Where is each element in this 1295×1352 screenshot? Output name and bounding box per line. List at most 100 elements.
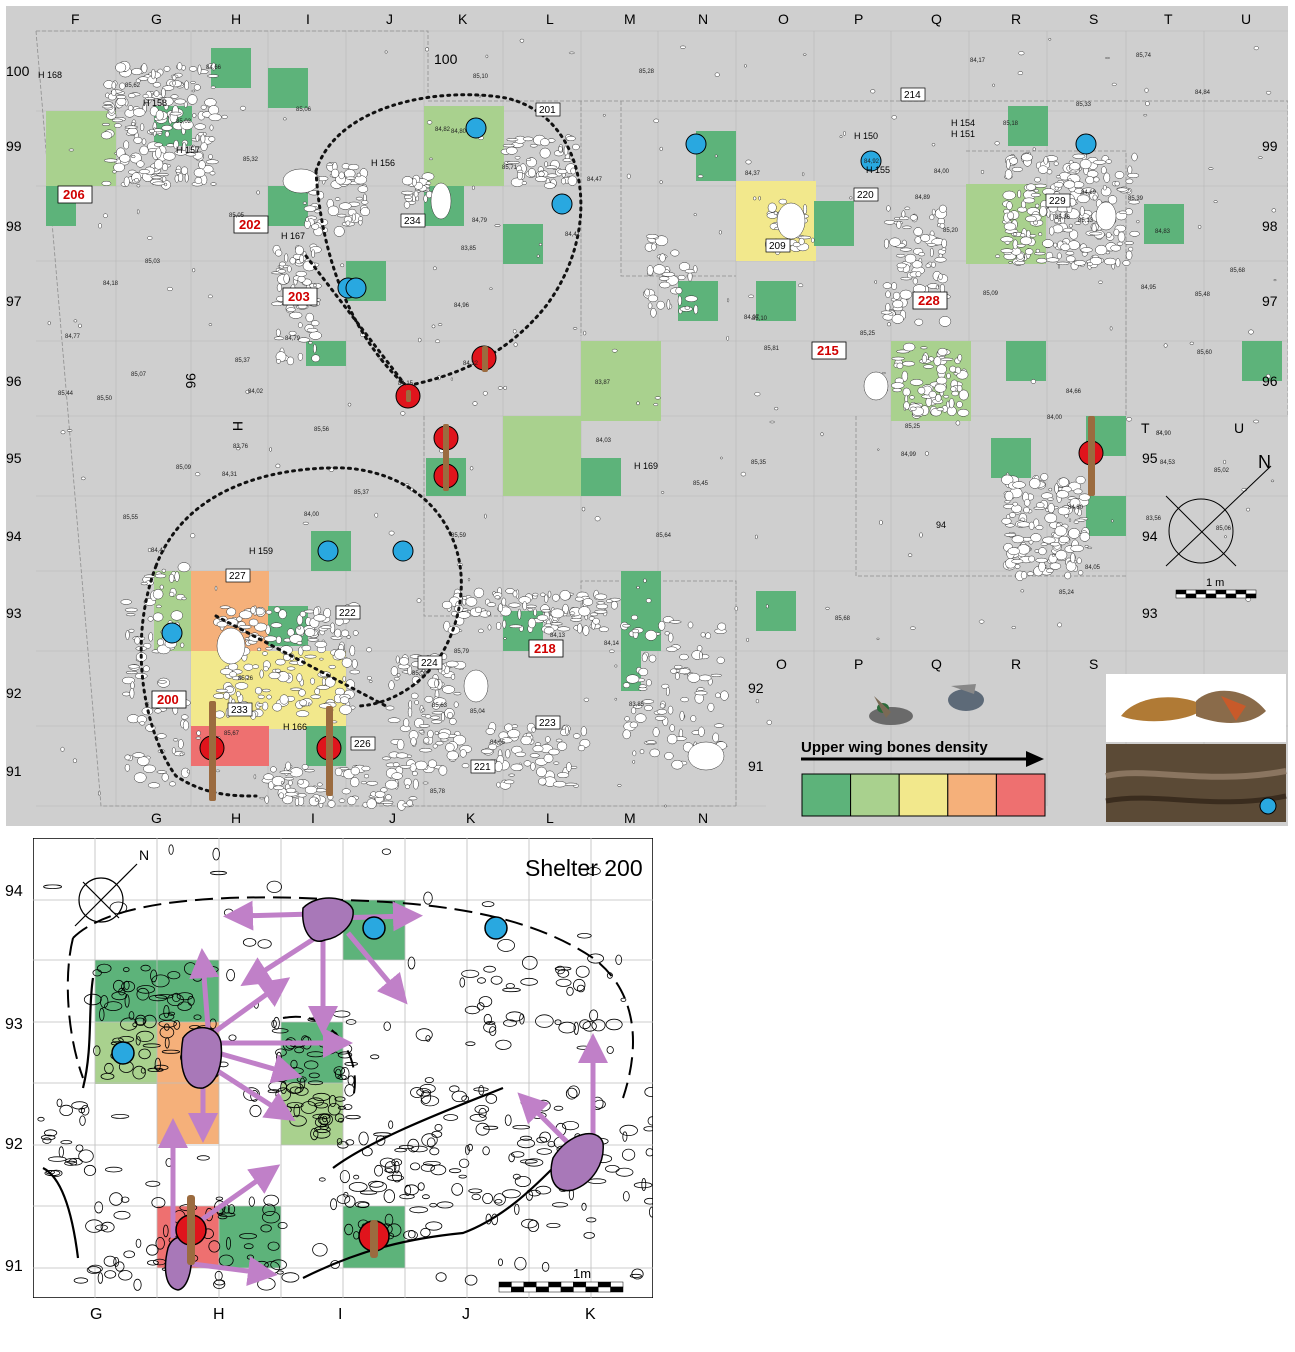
stone [206,160,218,164]
stone [900,290,912,299]
stone [385,51,387,54]
stone [1065,572,1071,579]
elevation-label: 85,13 [1078,218,1094,224]
stone [352,214,355,222]
stone [189,67,197,72]
stone [681,697,689,702]
elevation-label: 84,82 [435,127,451,133]
stone [611,601,617,609]
stone [276,659,286,665]
stone [1066,251,1074,255]
stone [537,255,539,258]
row-label: 99 [1262,138,1278,154]
col-label: F [71,11,80,27]
stone [503,620,506,628]
stone [759,196,761,200]
stone [1050,214,1054,221]
stone [178,739,183,748]
elevation-label: 85,81 [764,346,780,352]
scale-cell [1216,594,1226,598]
stone [583,626,589,636]
elevation-label: 84,14 [604,641,620,647]
stone [932,143,935,146]
stone [674,665,682,669]
elevation-label: 84,02 [248,389,264,395]
stone [287,357,294,365]
stone [1077,558,1082,564]
stone [1080,206,1084,216]
elevation-label: 85,18 [1003,121,1019,127]
stone [263,666,268,671]
stone [655,716,665,720]
stone [154,143,162,147]
stone [925,452,929,456]
stone [201,135,205,143]
row-label: 100 [6,63,30,79]
stone [264,636,277,642]
stone [313,344,316,353]
stone [175,99,186,104]
stone [271,623,282,628]
stone [381,801,394,804]
structure-label: 233 [231,705,248,716]
hearth-label: H 159 [249,546,273,556]
stone [1080,532,1090,541]
stone [393,763,399,767]
stone [1246,508,1249,511]
stone [149,129,154,133]
elevation-label: 85,55 [123,515,139,521]
row-label: 93 [6,605,22,621]
stone [425,715,431,719]
elevation-label: 84,79 [472,218,488,224]
stone [321,626,332,629]
stone [671,250,679,256]
stone [1103,185,1106,190]
structure-label: 224 [421,658,438,669]
stone [1012,167,1023,171]
stone [209,137,215,142]
stone [196,737,201,739]
stone [767,720,772,725]
stone [678,296,682,306]
stone [1080,159,1091,169]
elevation-label: 85,02 [1214,468,1230,474]
stone [633,751,636,756]
stone [526,605,537,608]
stone [1137,220,1140,223]
stone [235,683,248,690]
col-label-k: K [585,1306,596,1324]
stone [498,604,502,612]
stone [114,163,125,172]
stone [258,695,264,699]
row-label-94: 94 [5,883,23,901]
stone [1018,190,1021,198]
scale-checker [499,1282,623,1292]
stone [1033,148,1036,151]
stone [1111,520,1113,523]
col-label-g: G [90,1306,102,1324]
stone [161,88,165,97]
stone [313,284,316,287]
stone [631,615,637,620]
stone [1047,498,1053,501]
stone [447,751,459,760]
stone [753,197,756,200]
stone [798,284,803,287]
stone [135,178,139,182]
stone [401,412,406,416]
stone [934,357,941,366]
stone [932,209,935,215]
scale-cell [1206,590,1216,594]
stone [1059,536,1069,543]
structure-label: 229 [1049,196,1066,207]
hearth-label: H 156 [371,158,395,168]
stone [130,688,134,698]
stone [979,620,984,623]
stone [1035,204,1039,208]
stone [389,681,395,690]
stone [462,764,469,768]
stone [1056,550,1067,560]
stone [240,106,246,110]
stone [351,767,360,775]
scale-cell [1246,590,1256,594]
